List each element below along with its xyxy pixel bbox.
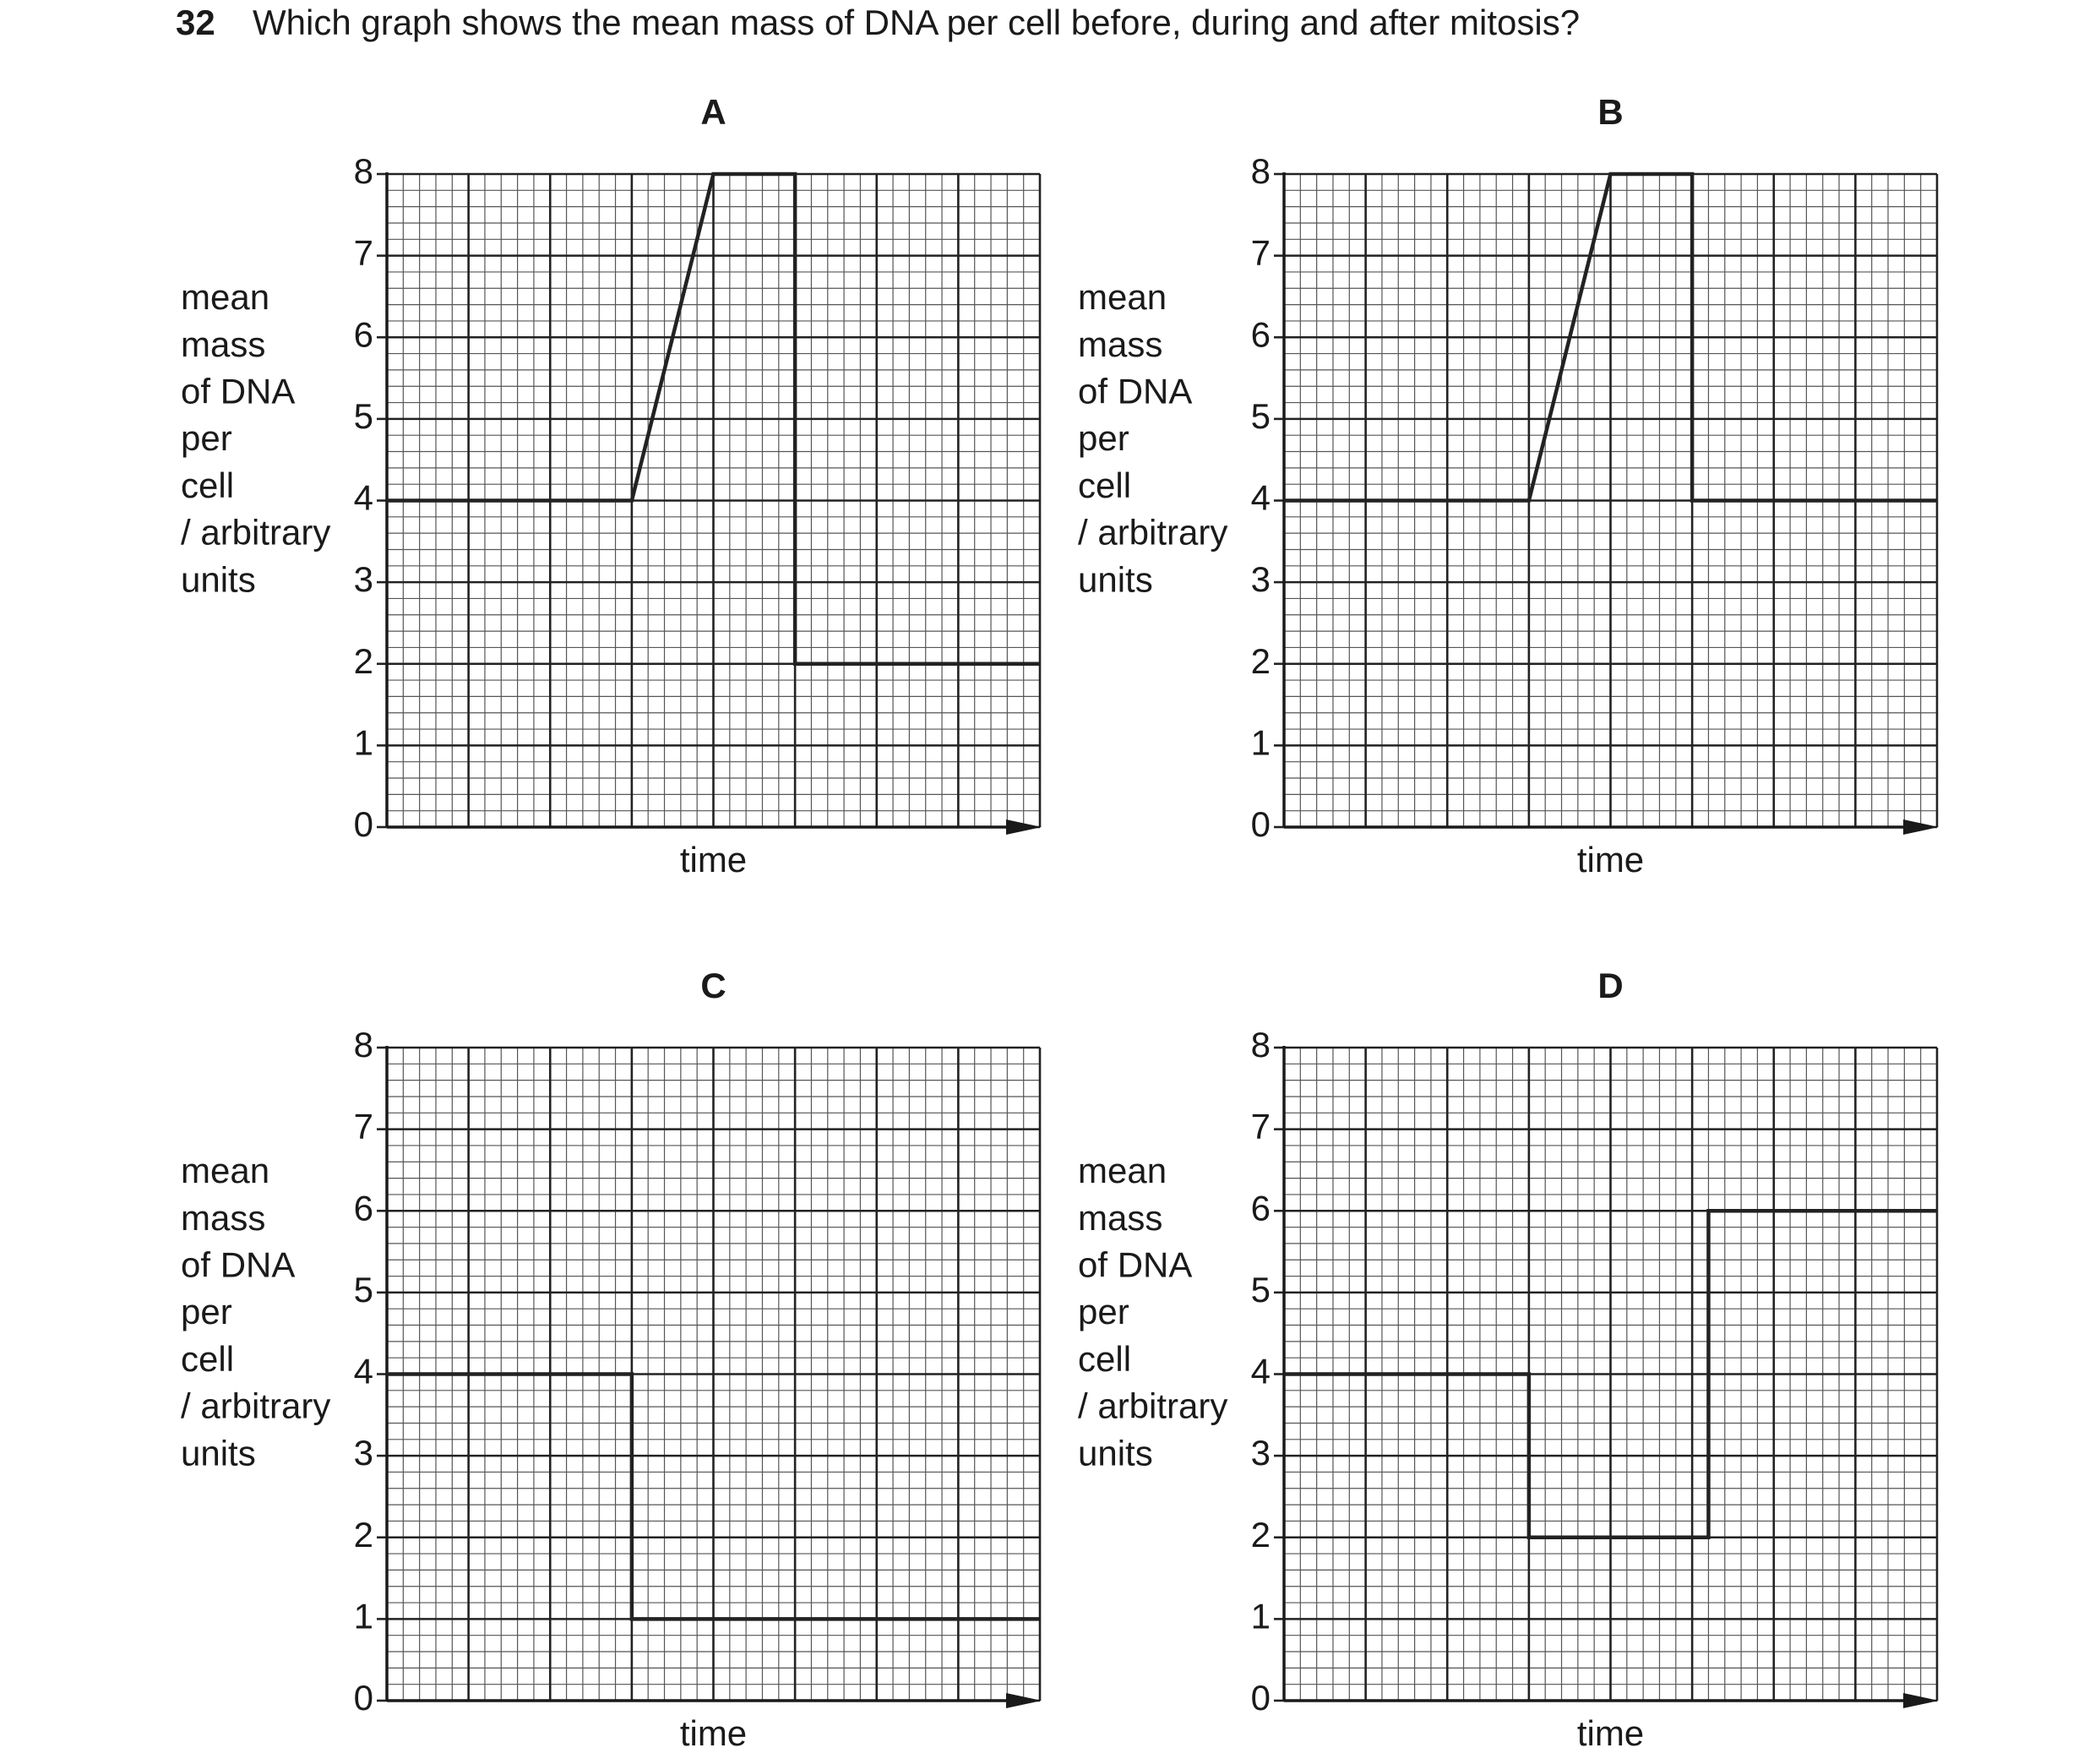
y-tick-label: 2 [354,641,373,681]
y-tick-label: 6 [1251,314,1271,354]
y-tick-label: 1 [354,1596,373,1636]
y-axis-label: / arbitrary [1078,513,1227,553]
y-axis-label: cell [181,466,234,505]
x-axis-arrow [1903,819,1939,835]
y-tick-label: 5 [1251,396,1271,436]
y-axis-label: mean [181,277,269,317]
y-tick-label: 7 [354,1107,373,1146]
chart-title: A [700,92,726,132]
y-tick-label: 5 [1251,1270,1271,1309]
y-tick-label: 4 [354,1352,373,1391]
y-tick-label: 3 [1251,1433,1271,1473]
y-tick-label: 2 [354,1515,373,1554]
y-axis-label: mean [1078,277,1167,317]
y-axis-label: of DNA [181,371,295,411]
data-line [387,1372,1040,1621]
chart-title: D [1597,966,1623,1005]
y-axis-label: units [181,1433,256,1473]
y-tick-label: 8 [1251,151,1271,191]
y-axis-label: mean [1078,1151,1167,1190]
y-tick-label: 8 [1251,1025,1271,1064]
y-axis-label: mass [181,1198,265,1238]
y-axis-label: cell [1078,1339,1131,1379]
question-number: 32 [176,3,215,42]
y-tick-label: 8 [354,151,373,191]
y-axis-label: mean [181,1151,269,1190]
y-tick-label: 6 [354,1188,373,1228]
y-tick-label: 7 [1251,233,1271,273]
y-tick-label: 6 [354,314,373,354]
y-axis-label: mass [1078,324,1162,364]
y-axis-label: mass [181,324,265,364]
y-axis-label: units [181,559,256,599]
data-line [387,172,1040,666]
y-axis-label: units [1078,559,1153,599]
y-tick-label: 7 [1251,1107,1271,1146]
y-tick-label: 4 [1251,1352,1271,1391]
y-tick-label: 7 [354,233,373,273]
x-axis-label: time [680,1713,747,1753]
y-axis-label: / arbitrary [1078,1386,1227,1426]
y-axis-label: cell [1078,466,1131,505]
chart-title: B [1597,92,1623,132]
y-tick-label: 5 [354,1270,373,1309]
y-tick-label: 0 [354,1678,373,1718]
y-tick-label: 6 [1251,1188,1271,1228]
y-tick-label: 0 [354,804,373,844]
y-tick-label: 3 [354,559,373,599]
y-tick-label: 2 [1251,641,1271,681]
y-axis-label: units [1078,1433,1153,1473]
x-axis-label: time [1577,1713,1644,1753]
data-line [1284,172,1937,503]
y-tick-label: 0 [1251,1678,1271,1718]
y-tick-label: 4 [1251,478,1271,518]
y-axis-label: per [181,418,232,458]
question-text: Which graph shows the mean mass of DNA p… [253,3,1580,42]
y-tick-label: 1 [1251,1596,1271,1636]
y-axis-label: / arbitrary [181,1386,330,1426]
y-axis-label: of DNA [1078,371,1192,411]
y-axis-label: per [181,1292,232,1331]
y-axis-label: of DNA [1078,1244,1192,1284]
chart-title: C [700,966,726,1005]
y-tick-label: 0 [1251,804,1271,844]
y-tick-label: 2 [1251,1515,1271,1554]
y-tick-label: 5 [354,396,373,436]
y-tick-label: 1 [354,722,373,762]
x-axis-label: time [1577,840,1644,879]
y-tick-label: 1 [1251,722,1271,762]
y-axis-label: of DNA [181,1244,295,1284]
y-axis-label: per [1078,418,1129,458]
y-tick-label: 8 [354,1025,373,1064]
y-axis-label: cell [181,1339,234,1379]
data-line [1284,1209,1937,1539]
x-axis-arrow [1903,1693,1939,1708]
x-axis-label: time [680,840,747,879]
y-axis-label: / arbitrary [181,513,330,553]
x-axis-arrow [1006,1693,1042,1708]
y-tick-label: 4 [354,478,373,518]
y-axis-label: per [1078,1292,1129,1331]
y-axis-label: mass [1078,1198,1162,1238]
y-tick-label: 3 [1251,559,1271,599]
y-tick-label: 3 [354,1433,373,1473]
x-axis-arrow [1006,819,1042,835]
